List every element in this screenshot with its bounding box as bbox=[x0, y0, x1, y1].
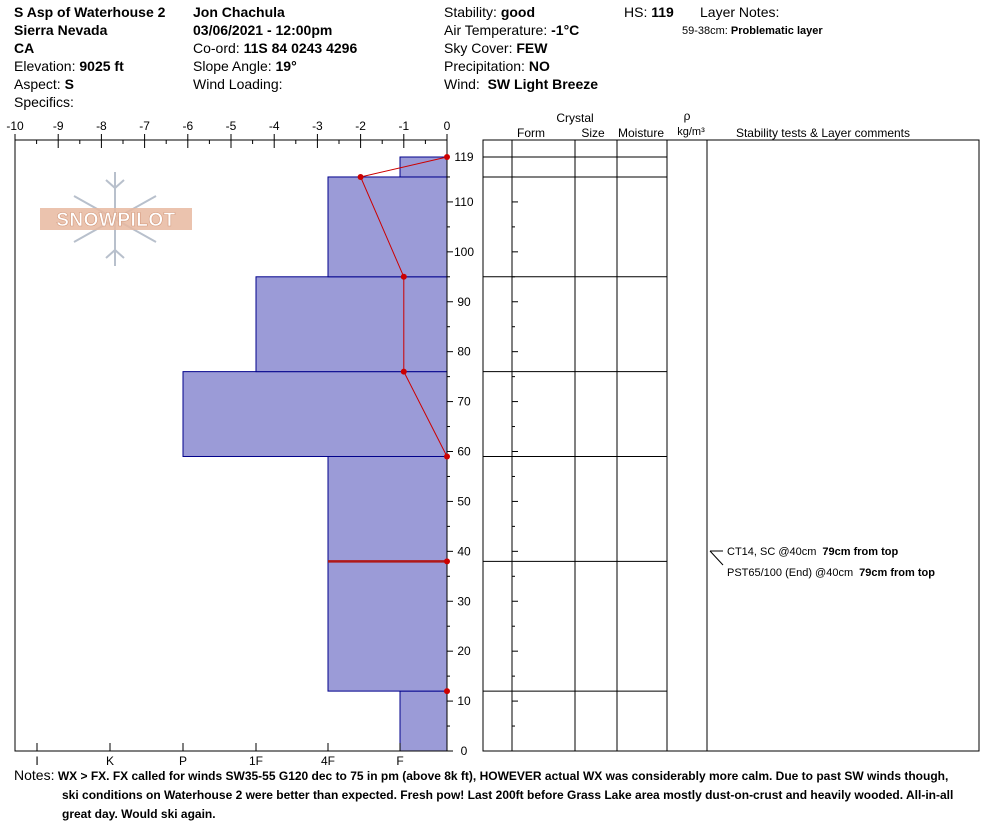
notes-line-3: great day. Would ski again. bbox=[62, 807, 216, 821]
elevation-value: 9025 ft bbox=[79, 58, 124, 74]
hardness-tick-label: K bbox=[106, 754, 114, 766]
precip-value: NO bbox=[528, 58, 550, 74]
top-tick-label: -9 bbox=[53, 119, 64, 133]
observer-name: Jon Chachula bbox=[193, 4, 285, 20]
hs-value: 119 bbox=[651, 4, 674, 20]
form-header: Form bbox=[517, 126, 545, 140]
top-tick-label: -4 bbox=[269, 119, 280, 133]
height-tick-label: 40 bbox=[457, 544, 471, 558]
hardness-tick-label: 4F bbox=[321, 754, 335, 766]
elevation-field: Elevation: 9025 ft bbox=[14, 58, 124, 74]
height-tick-label: 90 bbox=[457, 295, 471, 309]
notes-label: Notes: bbox=[14, 767, 55, 783]
hardness-bar-6 bbox=[399, 156, 448, 178]
size-header: Size bbox=[581, 126, 605, 140]
height-tick-label: 110 bbox=[454, 195, 473, 209]
height-tick-label: 0 bbox=[461, 744, 468, 758]
crystal-header: Crystal bbox=[556, 111, 593, 125]
stability-value: good bbox=[500, 4, 536, 20]
test-1: CT14, SC @40cm 79cm from top bbox=[727, 546, 898, 558]
coord-value: 11S 84 0243 4296 bbox=[243, 40, 358, 56]
height-tick-label: 80 bbox=[457, 345, 471, 359]
hardness-tick-label: P bbox=[179, 754, 187, 766]
wind-loading-label: Wind Loading: bbox=[193, 76, 283, 92]
top-tick-label: 0 bbox=[444, 119, 451, 133]
hs-field: HS: 119 bbox=[624, 4, 674, 20]
hardness-tick-label: 1F bbox=[249, 754, 263, 766]
hardness-bar-1 bbox=[327, 560, 448, 692]
air-temp-field: Air Temperature: -1°C bbox=[444, 22, 580, 38]
aspect-value: S bbox=[64, 76, 74, 92]
height-tick-label: 100 bbox=[454, 245, 474, 259]
location-title: S Asp of Waterhouse 2 bbox=[14, 4, 166, 20]
coord-field: Co-ord: 11S 84 0243 4296 bbox=[193, 40, 358, 56]
slope-field: Slope Angle: 19° bbox=[193, 58, 297, 74]
stability-tests-header: Stability tests & Layer comments bbox=[736, 126, 910, 140]
density-unit-header: kg/m³ bbox=[677, 126, 705, 138]
moisture-header: Moisture bbox=[618, 126, 664, 140]
snowpilot-logo: SNOWPILOT bbox=[40, 172, 192, 266]
test-2: PST65/100 (End) @40cm 79cm from top bbox=[727, 567, 935, 579]
top-tick-label: -3 bbox=[312, 119, 323, 133]
specifics-label: Specifics: bbox=[14, 94, 74, 110]
top-tick-label: -7 bbox=[139, 119, 150, 133]
top-tick-label: -8 bbox=[96, 119, 107, 133]
layer-table-frame bbox=[482, 139, 980, 752]
datetime: 03/06/2021 - 12:00pm bbox=[193, 22, 333, 38]
temperature-point bbox=[400, 273, 407, 280]
notes-line-1: WX > FX. FX called for winds SW35-55 G12… bbox=[57, 769, 949, 783]
wind-value: SW Light Breeze bbox=[487, 76, 599, 92]
layer-marker-point bbox=[444, 558, 450, 565]
temperature-point bbox=[357, 173, 364, 180]
height-tick-label: 50 bbox=[457, 494, 471, 508]
logo-text: SNOWPILOT bbox=[56, 210, 176, 231]
top-tick-label: -2 bbox=[355, 119, 366, 133]
snow-profile-chart: SNOWPILOT -10 -9 -8 -7 -6 -5 -4 -3 -2 -1 0I K P 1F 4F F… bbox=[6, 109, 980, 766]
temperature-point bbox=[444, 453, 450, 460]
test-annotations: CT14, SC @40cm 79cm from top PST65/100 (E… bbox=[709, 546, 935, 579]
top-tick-label: -1 bbox=[398, 119, 409, 133]
temperature-point bbox=[444, 154, 450, 160]
aspect-field: Aspect: S bbox=[14, 76, 74, 92]
notes-block: Notes: WX > FX. FX called for winds SW35… bbox=[14, 766, 984, 824]
top-tick-label: -10 bbox=[6, 119, 24, 133]
hardness-bar-0 bbox=[399, 690, 448, 752]
notes-line-2: ski conditions on Waterhouse 2 were bett… bbox=[62, 788, 954, 802]
temperature-point bbox=[400, 368, 407, 375]
hardness-bar-5 bbox=[327, 176, 448, 278]
layer-marker-point bbox=[444, 688, 450, 695]
hardness-tick-label: F bbox=[396, 754, 403, 766]
height-tick-label: 30 bbox=[457, 594, 471, 608]
top-tick-label: -6 bbox=[182, 119, 193, 133]
height-tick-label: 70 bbox=[457, 395, 471, 409]
hardness-bar-4 bbox=[255, 276, 448, 373]
hardness-bar-3 bbox=[182, 371, 448, 457]
height-tick-label: 119 bbox=[454, 150, 473, 164]
top-tick-label: -5 bbox=[226, 119, 237, 133]
air-temp-value: -1°C bbox=[551, 22, 580, 38]
height-tick-label: 60 bbox=[457, 445, 471, 459]
height-tick-label: 10 bbox=[457, 694, 471, 708]
slope-value: 19° bbox=[275, 58, 297, 74]
layer-note: 59-38cm: Problematic layer bbox=[682, 25, 823, 37]
wind-field: Wind: SW Light Breeze bbox=[444, 76, 599, 92]
layer-notes-label: Layer Notes: bbox=[700, 4, 780, 20]
stability-field: Stability: good bbox=[444, 4, 536, 20]
sky-value: FEW bbox=[516, 40, 548, 56]
precip-field: Precipitation: NO bbox=[444, 58, 550, 74]
state-name: CA bbox=[14, 40, 35, 56]
hardness-tick-label: I bbox=[35, 754, 38, 766]
hardness-bar-2 bbox=[327, 455, 448, 562]
rho-header: ρ bbox=[684, 109, 691, 123]
range-name: Sierra Nevada bbox=[14, 22, 108, 38]
height-tick-label: 20 bbox=[457, 644, 471, 658]
sky-field: Sky Cover: FEW bbox=[444, 40, 548, 56]
